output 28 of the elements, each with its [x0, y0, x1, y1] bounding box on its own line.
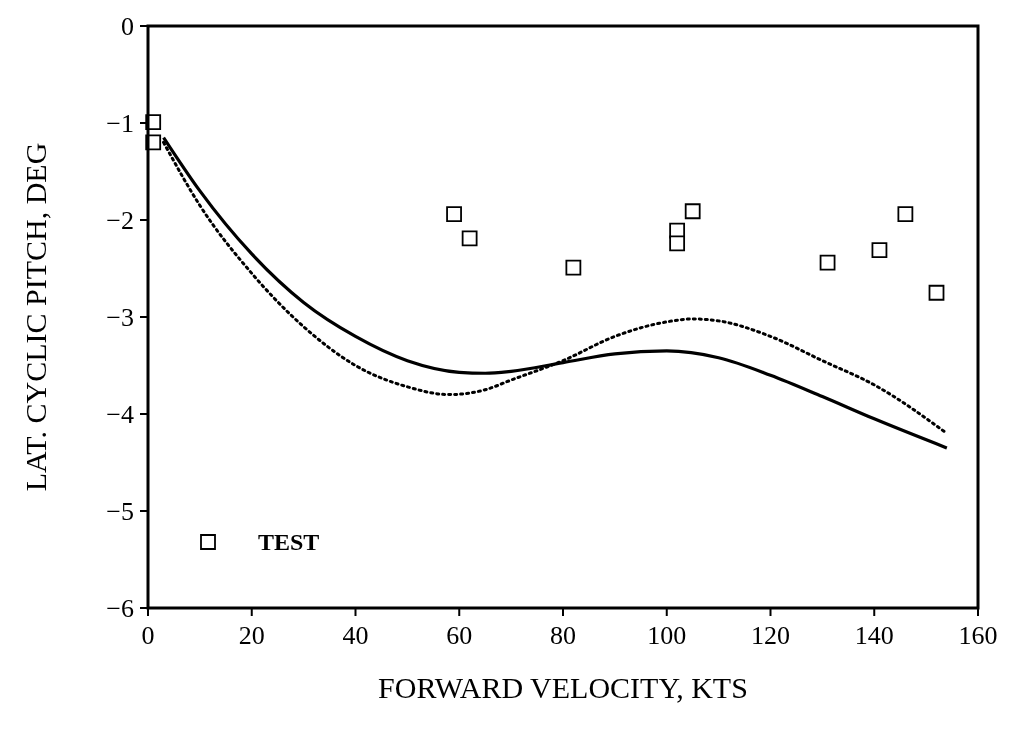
x-tick-label: 160 — [958, 621, 998, 650]
y-tick-label: 0 — [121, 12, 134, 41]
point — [871, 242, 888, 258]
x-tick-label: 60 — [446, 621, 473, 650]
x-tick-label: 80 — [550, 621, 576, 650]
y-tick-label: −6 — [106, 594, 134, 623]
x-tick-label: 120 — [751, 621, 790, 650]
legend-label: TEST — [258, 529, 320, 555]
point — [684, 203, 701, 220]
point — [669, 235, 686, 252]
y-tick-label: −2 — [106, 206, 134, 235]
point — [461, 230, 478, 247]
point — [446, 206, 462, 223]
point — [928, 284, 945, 301]
point — [897, 206, 914, 223]
x-tick-label: 20 — [238, 621, 265, 650]
y-tick-label: −5 — [106, 497, 134, 526]
y-axis-title: LAT. CYCLIC PITCH, DEG — [19, 142, 52, 492]
x-tick-label: 40 — [342, 621, 369, 650]
x-tick-label: 140 — [854, 621, 894, 650]
point — [819, 254, 836, 271]
y-tick-label: −4 — [106, 400, 134, 429]
y-tick-label: −1 — [106, 109, 134, 138]
x-tick-label: 100 — [647, 621, 687, 650]
point — [565, 259, 582, 276]
x-axis-title: FORWARD VELOCITY, KTS — [378, 671, 748, 704]
y-tick-label: −3 — [106, 303, 134, 332]
x-tick-label: 0 — [141, 621, 155, 650]
